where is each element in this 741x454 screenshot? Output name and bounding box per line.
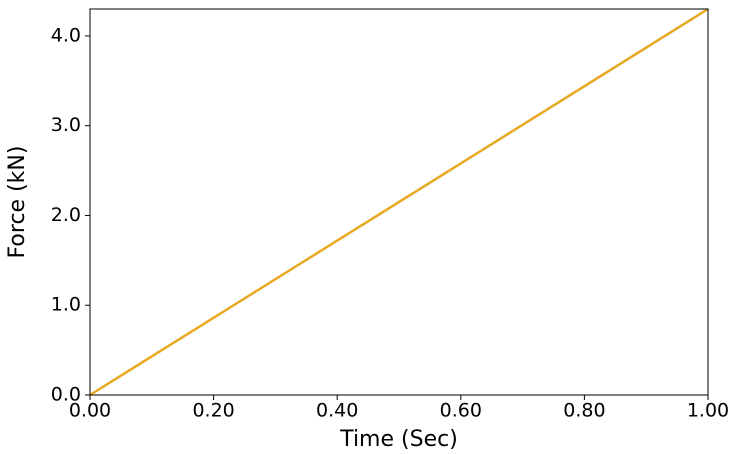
x-axis-label: Time (Sec) <box>339 427 458 452</box>
y-tick-label: 2.0 <box>51 204 81 226</box>
y-tick-label: 1.0 <box>51 294 81 316</box>
x-tick-label: 0.80 <box>563 400 605 422</box>
plot-frame <box>89 8 709 396</box>
x-tick-label: 0.00 <box>69 400 111 422</box>
x-tick-label: 0.40 <box>316 400 358 422</box>
y-tick-label: 4.0 <box>51 24 81 46</box>
x-tick-label: 0.60 <box>440 400 482 422</box>
y-tick-label: 0.0 <box>51 384 81 406</box>
x-tick-label: 0.20 <box>192 400 234 422</box>
y-tick-label: 3.0 <box>51 114 81 136</box>
y-axis-label: Force (kN) <box>5 146 30 259</box>
line-series <box>89 7 709 397</box>
x-tick-label: 1.00 <box>687 400 729 422</box>
